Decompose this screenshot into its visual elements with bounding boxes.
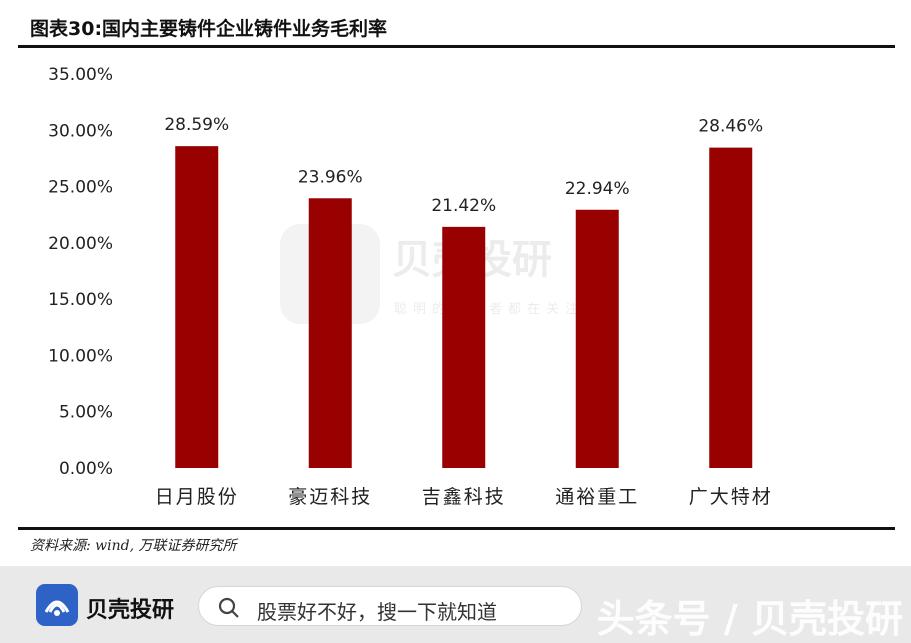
- y-tick-label: 5.00%: [59, 403, 113, 423]
- search-placeholder: 股票好不好，搜一下就知道: [257, 600, 497, 624]
- y-tick-label: 35.00%: [48, 65, 113, 85]
- data-label: 28.46%: [698, 117, 763, 137]
- x-tick-label: 广大特材: [689, 486, 773, 508]
- y-tick-label: 20.00%: [48, 234, 113, 254]
- x-tick-label: 吉鑫科技: [422, 486, 506, 508]
- source-rule: [18, 527, 895, 530]
- x-tick-label: 日月股份: [155, 486, 239, 508]
- x-tick-label: 通裕重工: [555, 486, 639, 508]
- x-tick-label: 豪迈科技: [288, 486, 372, 508]
- search-box[interactable]: 股票好不好，搜一下就知道: [198, 586, 582, 626]
- y-tick-label: 10.00%: [48, 346, 113, 366]
- data-label: 23.96%: [298, 167, 363, 187]
- bar-chart: 贝壳投研 聪明的投资者都在关注 0.00%5.00%10.00%15.00%20…: [48, 65, 773, 508]
- app-name[interactable]: 贝壳投研: [86, 598, 175, 623]
- title-rule: [18, 45, 895, 48]
- data-label: 21.42%: [431, 196, 496, 216]
- data-label: 28.59%: [164, 115, 229, 135]
- bar: [575, 209, 619, 468]
- bar: [175, 146, 219, 468]
- source-note: 资料来源: wind, 万联证券研究所: [30, 538, 237, 554]
- footer-watermark: 头条号 / 贝壳投研: [596, 597, 903, 641]
- app-logo-icon[interactable]: [36, 584, 78, 626]
- search-icon: [218, 597, 239, 618]
- footer-bar: 贝壳投研 股票好不好，搜一下就知道 头条号 / 贝壳投研: [0, 566, 911, 643]
- data-label: 22.94%: [565, 179, 630, 199]
- y-tick-label: 25.00%: [48, 178, 113, 198]
- bar: [709, 147, 753, 468]
- y-tick-label: 0.00%: [59, 459, 113, 479]
- y-tick-label: 15.00%: [48, 290, 113, 310]
- chart-title: 图表30:国内主要铸件企业铸件业务毛利率: [30, 18, 388, 40]
- watermark-slogan: 聪明的投资者都在关注: [394, 301, 584, 317]
- bar: [308, 198, 352, 468]
- y-tick-label: 30.00%: [48, 121, 113, 141]
- bar: [442, 226, 486, 468]
